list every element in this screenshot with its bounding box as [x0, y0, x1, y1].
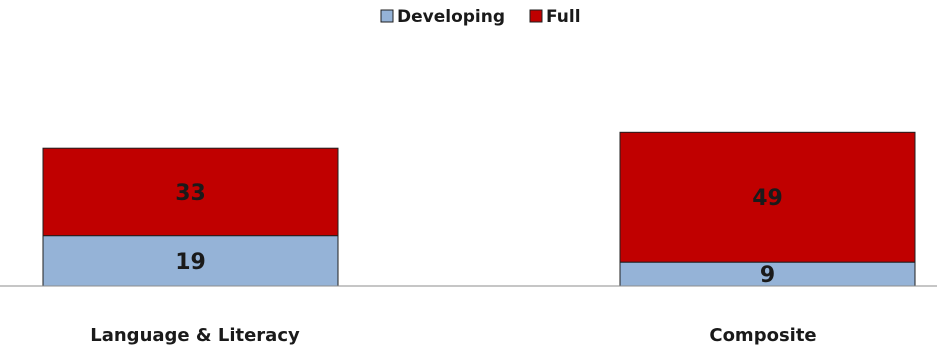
data-label-language-literacy-full: 33 — [175, 181, 206, 206]
bar-language-literacy-full — [42, 147, 339, 237]
legend-swatch-developing — [380, 9, 394, 23]
bar-language-literacy-developing — [42, 235, 339, 287]
plot-area: 19 33 9 49 — [42, 131, 916, 288]
data-label-composite-developing: 9 — [760, 263, 775, 288]
legend-label-developing: Developing — [397, 7, 505, 27]
category-label-language-literacy: Language & Literacy — [90, 325, 300, 346]
legend-swatch-full — [529, 9, 543, 23]
bar-composite-full — [619, 131, 916, 263]
category-label-composite: Composite — [709, 325, 816, 346]
legend: Developing Full — [380, 7, 581, 27]
data-label-language-literacy-developing: 19 — [175, 250, 206, 275]
category-labels: Language & Literacy Composite — [90, 325, 816, 346]
data-label-composite-full: 49 — [752, 186, 783, 211]
legend-label-full: Full — [546, 7, 581, 27]
